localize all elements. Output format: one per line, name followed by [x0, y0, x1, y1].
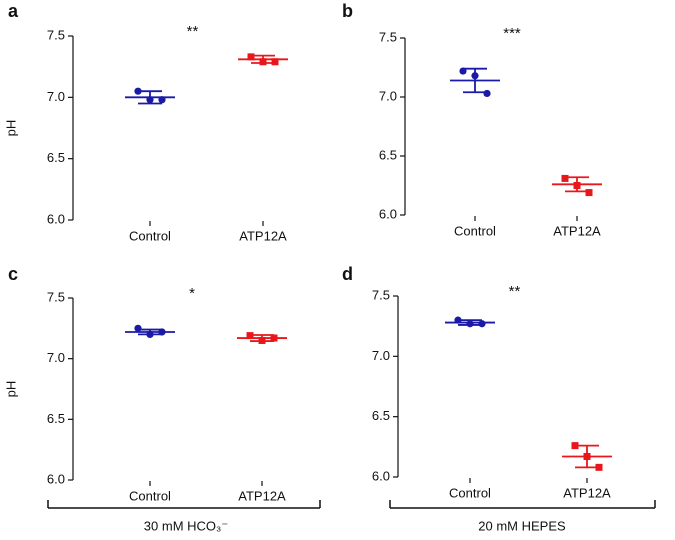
y-tick-label: 7.5 [47, 289, 65, 304]
y-tick-label: 6.0 [379, 206, 397, 221]
x-tick-label: Control [129, 228, 171, 243]
y-tick-label: 7.0 [47, 89, 65, 104]
y-tick-label: 6.5 [372, 408, 390, 423]
data-point [134, 87, 142, 95]
data-point [134, 324, 142, 332]
y-tick-label: 6.0 [47, 211, 65, 226]
y-axis-label: pH [3, 120, 18, 137]
y-tick-label: 6.5 [379, 147, 397, 162]
group-label: 20 mM HEPES [478, 518, 566, 533]
x-tick-label: ATP12A [553, 223, 601, 238]
x-tick-label: ATP12A [239, 228, 287, 243]
data-point [158, 328, 166, 336]
data-point [270, 334, 278, 342]
data-point [573, 182, 581, 189]
data-point [459, 67, 467, 75]
data-point [585, 189, 593, 197]
data-point [146, 330, 154, 338]
y-tick-label: 7.5 [47, 27, 65, 42]
data-point [258, 336, 266, 344]
data-point [454, 316, 462, 324]
data-point [247, 53, 255, 61]
significance: ** [187, 23, 199, 40]
y-tick-label: 7.0 [47, 350, 65, 365]
data-point [483, 89, 491, 98]
y-tick-label: 6.0 [47, 471, 65, 486]
data-point [571, 442, 579, 450]
data-point [478, 320, 486, 328]
y-tick-label: 6.0 [372, 468, 390, 483]
y-tick-label: 6.5 [47, 411, 65, 426]
x-tick-label: ATP12A [563, 485, 611, 500]
data-point [271, 58, 279, 66]
panel-letter: b [342, 1, 353, 21]
data-point [471, 72, 479, 80]
panel-letter: d [342, 264, 353, 284]
panel-letter: c [8, 264, 18, 284]
data-point [158, 96, 166, 104]
y-tick-label: 7.0 [379, 88, 397, 103]
y-axis-label: pH [3, 381, 18, 398]
data-point [583, 452, 591, 460]
y-tick-label: 6.5 [47, 150, 65, 165]
y-tick-label: 7.0 [372, 348, 390, 363]
data-point [146, 96, 154, 104]
data-point [595, 463, 603, 471]
data-point [561, 174, 569, 182]
data-point [466, 320, 474, 328]
x-tick-label: Control [129, 488, 171, 503]
x-tick-label: Control [449, 485, 491, 500]
x-tick-label: Control [454, 223, 496, 238]
panel-letter: a [8, 1, 19, 21]
significance: ** [509, 283, 521, 300]
significance: * [189, 285, 195, 302]
significance: *** [503, 25, 521, 42]
data-point [259, 58, 267, 66]
group-label: 30 mM HCO₃⁻ [144, 518, 228, 533]
y-tick-label: 7.5 [372, 287, 390, 302]
data-point [246, 332, 254, 340]
y-tick-label: 7.5 [379, 29, 397, 44]
x-tick-label: ATP12A [238, 488, 286, 503]
